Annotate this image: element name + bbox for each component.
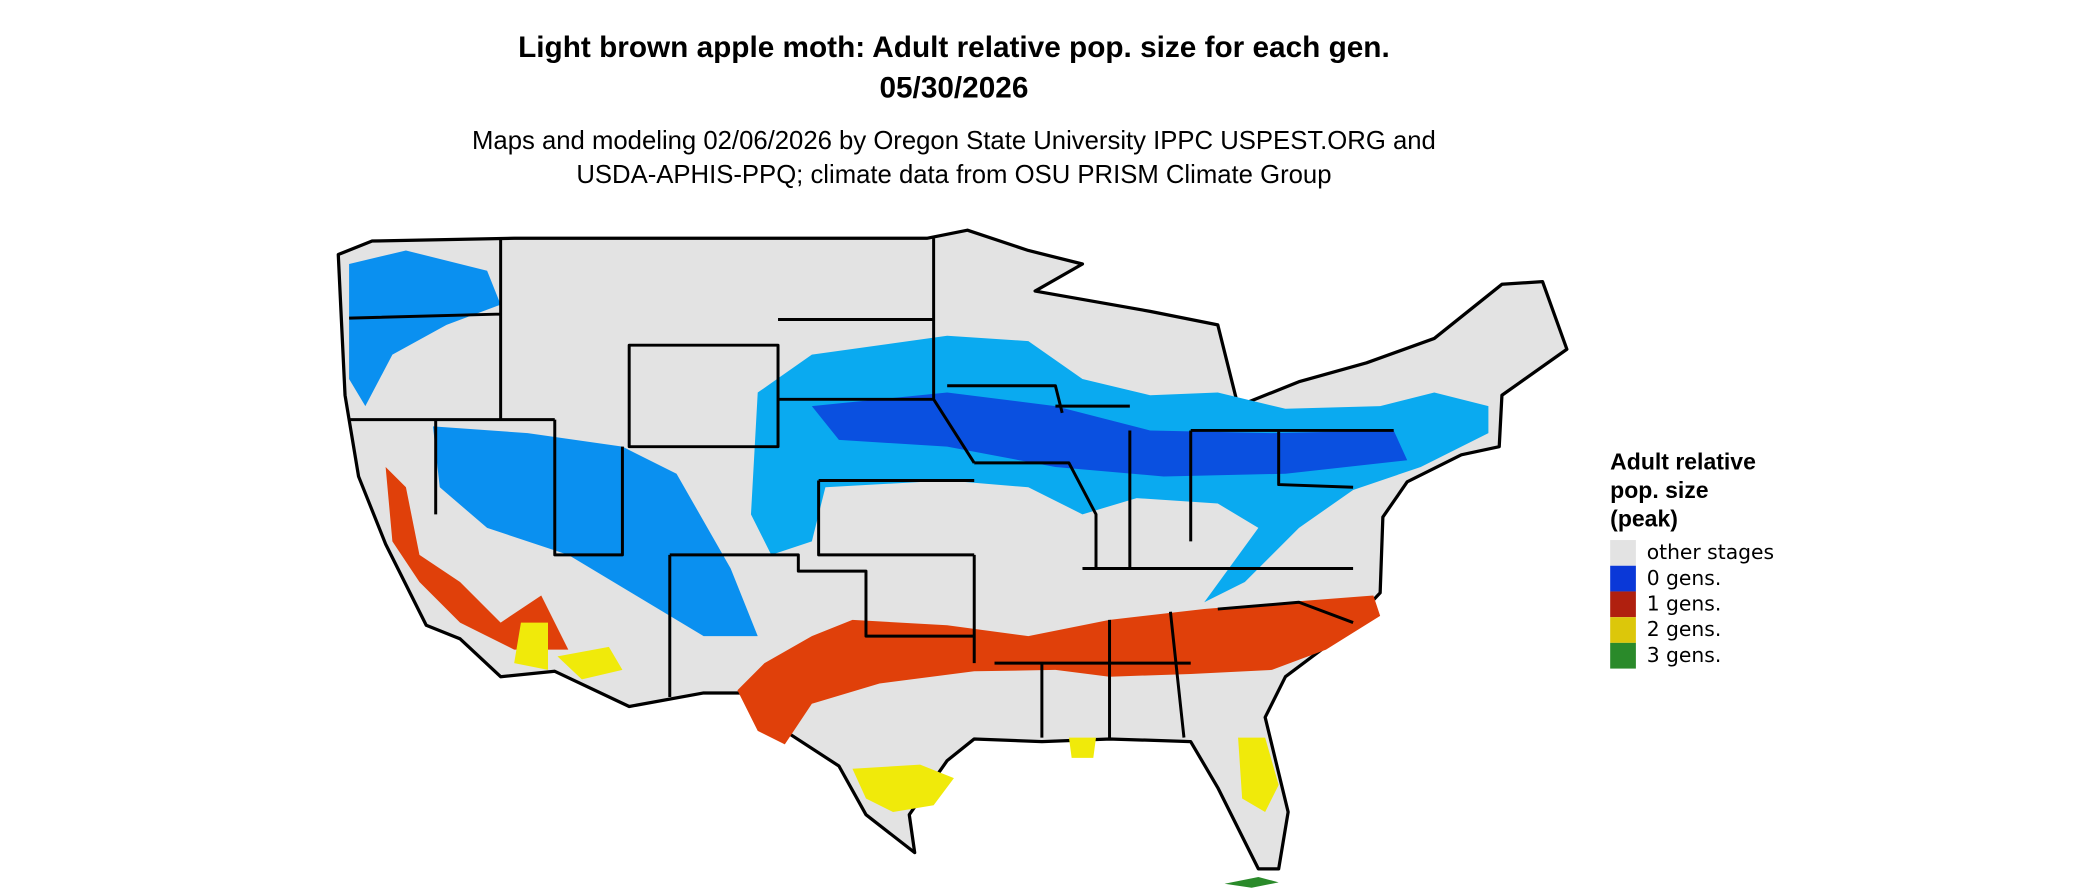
legend-label: 0 gens.: [1647, 566, 1722, 590]
legend-label: 3 gens.: [1647, 643, 1722, 667]
legend-label: 2 gens.: [1647, 617, 1722, 641]
legend-swatch: [1610, 540, 1636, 566]
zone-yellow: [514, 622, 1279, 813]
us-map: [336, 228, 1569, 888]
legend-swatch: [1610, 591, 1636, 618]
legend-title: (peak): [1610, 506, 1678, 532]
state-borders: [349, 238, 1394, 738]
date: 05/30/2026: [879, 72, 1028, 105]
legend-title: pop. size: [1610, 477, 1708, 503]
land: [336, 228, 1569, 871]
legend-label: other stages: [1647, 540, 1774, 564]
legend: Adult relative pop. size (peak) other st…: [1610, 449, 1774, 669]
zone-red: [385, 466, 1381, 745]
zone-green: [1224, 876, 1279, 888]
title: Light brown apple moth: Adult relative p…: [518, 31, 1390, 64]
zone-blue-dark: [811, 392, 1408, 477]
legend-title: Adult relative: [1610, 449, 1756, 475]
legend-label: 1 gens.: [1647, 591, 1722, 615]
legend-swatch: [1610, 642, 1636, 669]
legend-swatch: [1610, 565, 1636, 592]
subtitle-line: Maps and modeling 02/06/2026 by Oregon S…: [472, 127, 1436, 155]
legend-swatch: [1610, 617, 1636, 643]
subtitle-line: USDA-APHIS-PPQ; climate data from OSU PR…: [576, 161, 1331, 189]
